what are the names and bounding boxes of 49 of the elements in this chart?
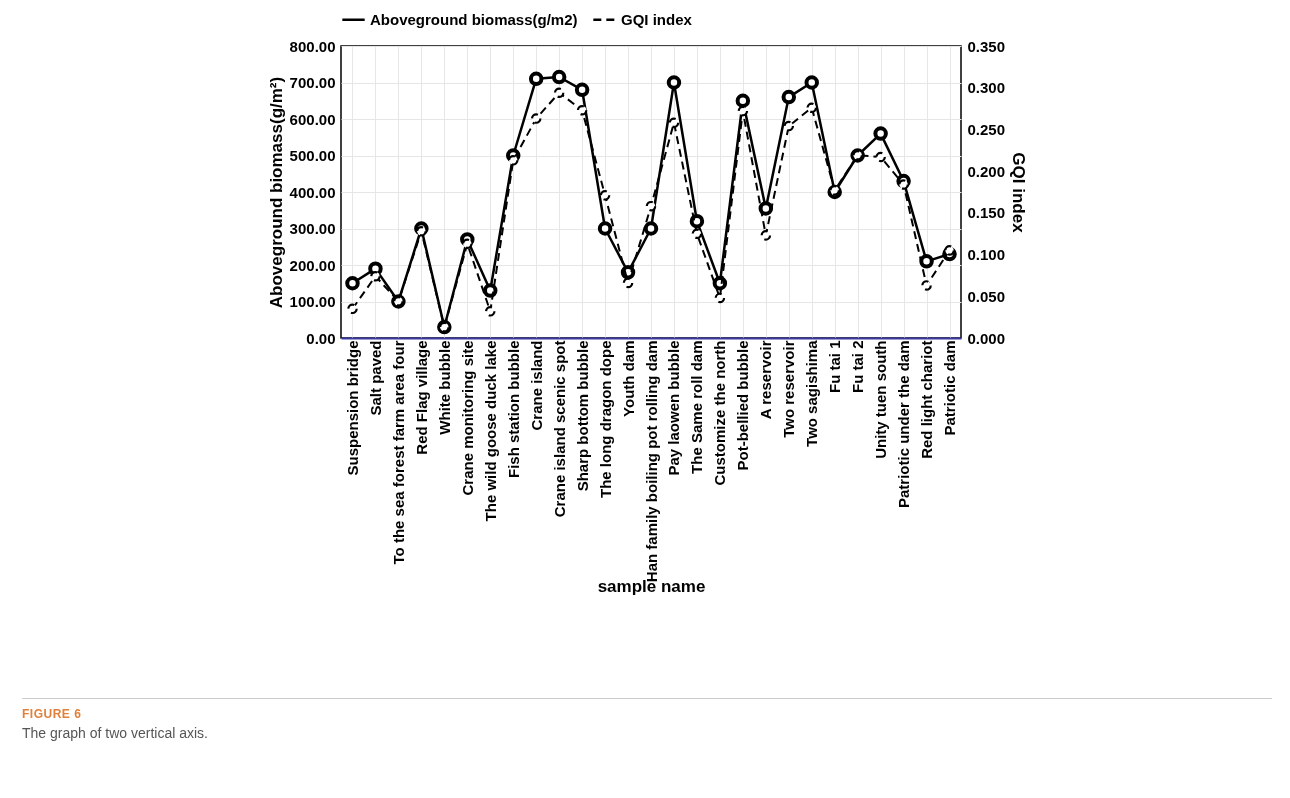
legend-label: GQI index bbox=[621, 10, 693, 28]
x-tick-label: Patriotic dam bbox=[941, 340, 959, 436]
y-tick-label: 200.00 bbox=[289, 256, 336, 274]
x-tick-label: Fish station bubble bbox=[504, 340, 522, 478]
x-tick-label: The wild goose duck lake bbox=[481, 340, 499, 522]
y-tick-label: 300.00 bbox=[289, 220, 336, 237]
x-tick-label: To the sea forest farm area four bbox=[389, 340, 407, 565]
x-tick-label: Crane monitoring site bbox=[458, 340, 476, 496]
x-tick-label: Two sagishima bbox=[803, 339, 821, 447]
y-tick-label: 400.00 bbox=[289, 183, 336, 201]
y-tick-label: 800.00 bbox=[289, 37, 336, 55]
x-tick-label: A reservoir bbox=[757, 340, 775, 420]
x-tick-label: Fu tai 1 bbox=[826, 340, 844, 394]
y-axis-title: Aboveground biomass(g/m²) bbox=[266, 76, 286, 309]
x-tick-label: The Same roll dam bbox=[688, 340, 706, 474]
y-tick-label: 100.00 bbox=[289, 293, 336, 310]
x-tick-label: Crane island scenic spot bbox=[550, 340, 568, 518]
y2-tick-label: 0.150 bbox=[967, 204, 1006, 222]
y-tick-label: 600.00 bbox=[289, 110, 336, 128]
y2-tick-label: 0.350 bbox=[967, 37, 1006, 55]
y2-axis-title: GQI index bbox=[1009, 152, 1029, 234]
legend-label: Aboveground biomass(g/m2) bbox=[370, 10, 578, 28]
y2-tick-label: 0.250 bbox=[967, 120, 1006, 138]
x-tick-label: Red light chariot bbox=[918, 340, 936, 459]
x-tick-label: Unity tuen south bbox=[872, 340, 890, 459]
x-tick-label: Two reservoir bbox=[780, 340, 798, 438]
x-tick-label: Sharp bottom bubble bbox=[573, 340, 591, 492]
x-tick-label: Salt paved bbox=[366, 340, 384, 416]
x-tick-label: Pot-bellied bubble bbox=[734, 340, 752, 471]
y2-tick-label: 0.000 bbox=[967, 329, 1006, 347]
x-tick-label: White bubble bbox=[435, 340, 453, 435]
y-tick-label: 0.00 bbox=[306, 329, 336, 347]
x-tick-label: Pay laowen bubble bbox=[665, 340, 683, 476]
y2-tick-label: 0.300 bbox=[967, 79, 1006, 97]
y2-tick-label: 0.200 bbox=[967, 162, 1006, 180]
y2-tick-label: 0.050 bbox=[967, 287, 1006, 305]
x-tick-label: Fu tai 2 bbox=[849, 340, 867, 394]
x-tick-label: Patriotic under the dam bbox=[895, 340, 913, 509]
caption: FIGURE 6 bbox=[22, 707, 83, 721]
x-tick-label: Customize the north bbox=[711, 340, 729, 486]
x-tick-label: Red Flag village bbox=[412, 340, 430, 455]
y-tick-label: 700.00 bbox=[289, 74, 336, 91]
y-tick-label: 500.00 bbox=[289, 147, 336, 164]
x-tick-label: The long dragon dope bbox=[596, 340, 614, 498]
x-tick-label: Crane island bbox=[527, 340, 545, 431]
text: The graph of two vertical axis. bbox=[22, 725, 209, 741]
x-tick-label: Suspension bridge bbox=[343, 340, 361, 476]
x-tick-label: Youth dam bbox=[619, 340, 637, 417]
y2-tick-label: 0.100 bbox=[967, 246, 1006, 264]
